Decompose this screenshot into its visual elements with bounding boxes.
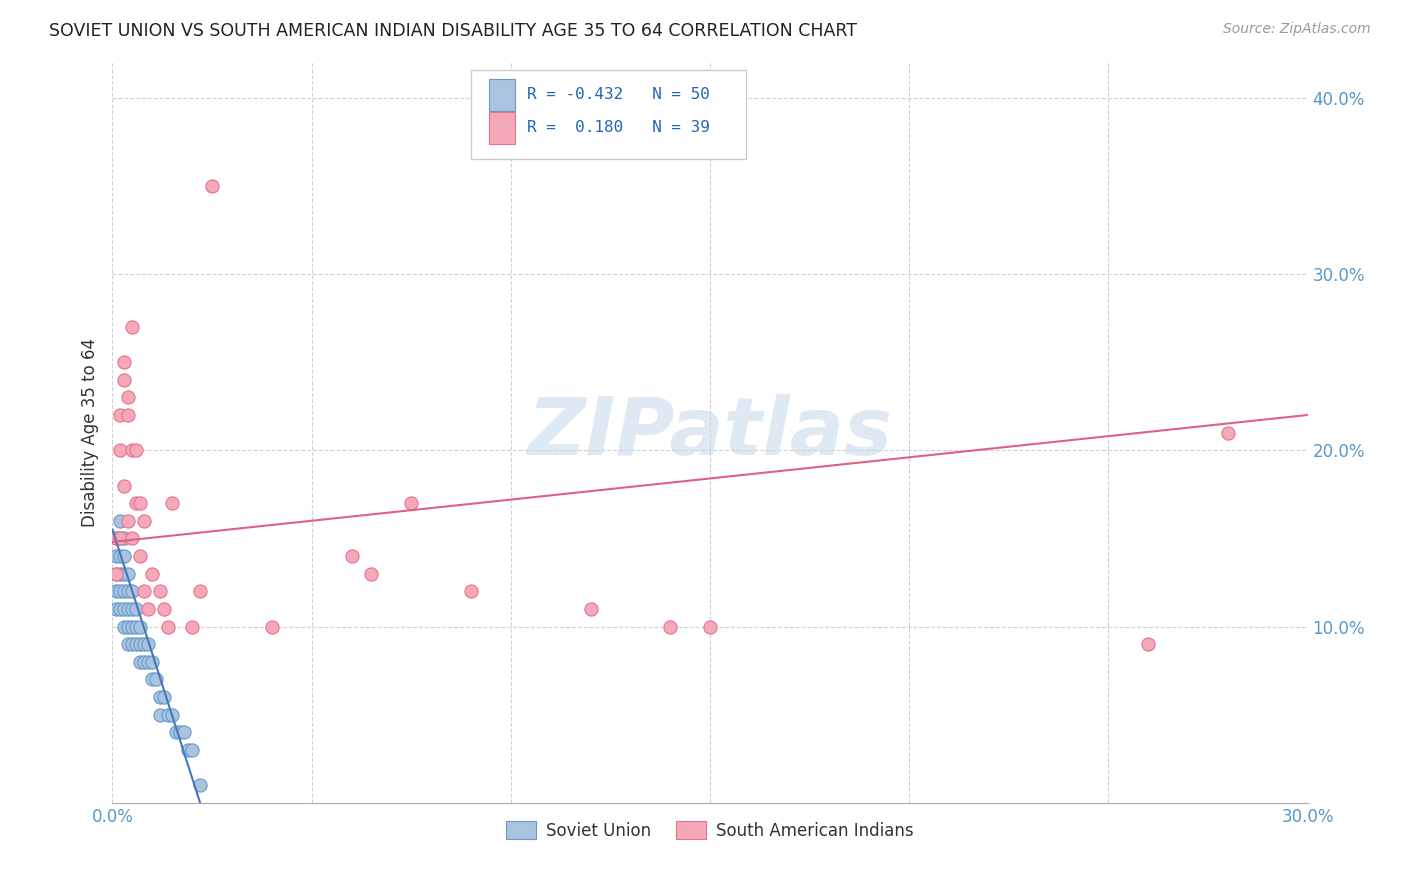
Point	[110, 514, 132, 528]
Point	[114, 373, 135, 387]
Point	[153, 602, 176, 616]
Point	[117, 619, 139, 633]
Point	[129, 549, 152, 563]
Text: Source: ZipAtlas.com: Source: ZipAtlas.com	[1223, 22, 1371, 37]
Point	[114, 619, 135, 633]
Point	[169, 725, 191, 739]
Point	[117, 584, 139, 599]
Point	[149, 690, 172, 704]
Point	[125, 637, 148, 651]
Point	[134, 584, 156, 599]
Point	[105, 602, 128, 616]
Text: SOVIET UNION VS SOUTH AMERICAN INDIAN DISABILITY AGE 35 TO 64 CORRELATION CHART: SOVIET UNION VS SOUTH AMERICAN INDIAN DI…	[49, 22, 858, 40]
Point	[110, 549, 132, 563]
Point	[129, 619, 152, 633]
Point	[173, 725, 195, 739]
Point	[141, 655, 163, 669]
Point	[188, 584, 211, 599]
Point	[121, 619, 143, 633]
Point	[110, 532, 132, 546]
Point	[460, 584, 482, 599]
Point	[114, 355, 135, 369]
Point	[121, 532, 143, 546]
Point	[138, 655, 160, 669]
Point	[114, 532, 135, 546]
Point	[188, 778, 211, 792]
Point	[121, 443, 143, 458]
Point	[162, 707, 183, 722]
Point	[117, 390, 139, 404]
Point	[110, 443, 132, 458]
Point	[117, 514, 139, 528]
Point	[105, 532, 128, 546]
Point	[138, 637, 160, 651]
Point	[129, 637, 152, 651]
Point	[117, 566, 139, 581]
Point	[125, 619, 148, 633]
Point	[114, 566, 135, 581]
Point	[110, 602, 132, 616]
Point	[1137, 637, 1160, 651]
Point	[181, 743, 204, 757]
Point	[105, 566, 128, 581]
Point	[1216, 425, 1239, 440]
Point	[105, 584, 128, 599]
Point	[125, 602, 148, 616]
Point	[125, 496, 148, 510]
Point	[129, 655, 152, 669]
Point	[110, 584, 132, 599]
Point	[125, 443, 148, 458]
Bar	[489, 112, 515, 144]
Point	[201, 178, 224, 193]
Point	[134, 514, 156, 528]
Point	[121, 602, 143, 616]
Point	[340, 549, 363, 563]
Bar	[489, 78, 515, 111]
Y-axis label: Disability Age 35 to 64: Disability Age 35 to 64	[80, 338, 98, 527]
Point	[138, 602, 160, 616]
Legend: Soviet Union, South American Indians: Soviet Union, South American Indians	[499, 814, 921, 847]
Point	[134, 637, 156, 651]
Point	[165, 725, 187, 739]
Point	[117, 637, 139, 651]
Point	[121, 584, 143, 599]
Point	[157, 619, 180, 633]
Point	[110, 408, 132, 422]
Point	[114, 602, 135, 616]
Point	[114, 549, 135, 563]
Point	[181, 619, 204, 633]
Point	[149, 707, 172, 722]
Point	[260, 619, 283, 633]
Point	[134, 655, 156, 669]
Point	[401, 496, 423, 510]
Point	[659, 619, 682, 633]
Point	[157, 707, 180, 722]
Point	[699, 619, 721, 633]
Text: ZIPatlas: ZIPatlas	[527, 393, 893, 472]
Point	[114, 584, 135, 599]
FancyBboxPatch shape	[471, 70, 747, 159]
Point	[105, 549, 128, 563]
Text: R = -0.432   N = 50: R = -0.432 N = 50	[527, 87, 710, 103]
Point	[141, 673, 163, 687]
Point	[105, 566, 128, 581]
Point	[360, 566, 382, 581]
Point	[110, 566, 132, 581]
Point	[145, 673, 167, 687]
Point	[149, 584, 172, 599]
Point	[579, 602, 602, 616]
Point	[117, 408, 139, 422]
Point	[153, 690, 176, 704]
Point	[114, 478, 135, 492]
Point	[105, 532, 128, 546]
Point	[117, 602, 139, 616]
Point	[121, 319, 143, 334]
Point	[162, 496, 183, 510]
Point	[177, 743, 200, 757]
Text: R =  0.180   N = 39: R = 0.180 N = 39	[527, 120, 710, 136]
Point	[110, 532, 132, 546]
Point	[129, 496, 152, 510]
Point	[141, 566, 163, 581]
Point	[121, 637, 143, 651]
